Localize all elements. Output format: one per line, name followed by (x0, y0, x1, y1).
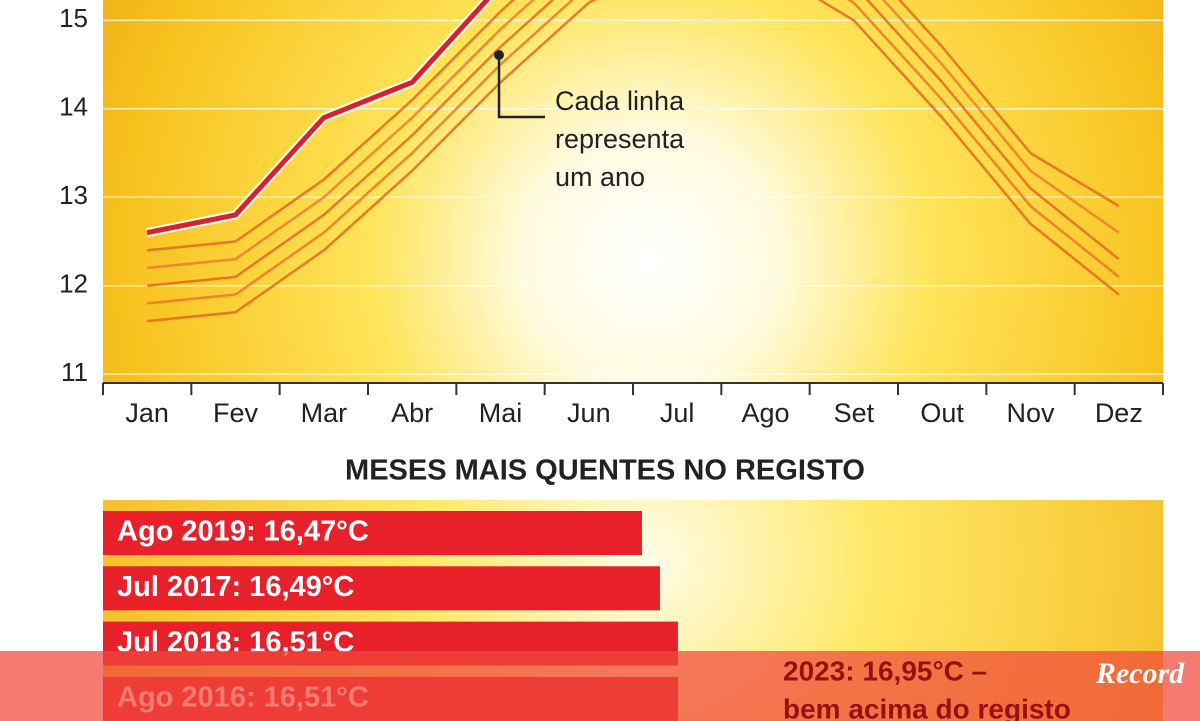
annotation: Cada linha (555, 86, 685, 116)
x-tick-label: Jun (567, 398, 611, 428)
line-chart: 11 12 13 14 15 Jan Fev Mar Abr Mai Jun Jul Ago Set Out… (59, 0, 1164, 428)
annotation: um ano (555, 162, 645, 192)
x-tick-label: Jul (660, 398, 695, 428)
series-line (147, 0, 1120, 252)
annotation-dot (494, 50, 504, 60)
banner (0, 651, 1200, 721)
annotation: 2023: 16,95°C – (783, 655, 987, 686)
annotation: bem acima do registo (783, 693, 1071, 721)
series-line (147, 0, 1120, 287)
x-tick-label: Set (834, 398, 875, 428)
x-tick-label: Abr (391, 398, 433, 428)
series-line (147, 0, 1120, 270)
bar-label: Ago 2019: 16,47°C (117, 516, 369, 548)
bar (103, 511, 642, 555)
bar-chart-title: MESES MAIS QUENTES NO REGISTO (345, 455, 865, 487)
bar-label: Jul 2017: 16,49°C (117, 571, 354, 603)
series-line (147, 0, 1120, 323)
x-tick-label: Mar (301, 398, 348, 428)
series-line (147, 0, 1120, 305)
annotation: representa (555, 124, 685, 154)
annotation-leader (497, 55, 545, 119)
lines (146, 0, 1120, 323)
x-tick-label: Fev (213, 398, 259, 428)
watermark: Record (1095, 657, 1185, 690)
y-tick-label: 14 (59, 92, 88, 122)
series-line (146, 0, 491, 236)
y-tick-label: 11 (61, 357, 88, 387)
x-tick-label: Dez (1095, 398, 1143, 428)
overlay: 2023: 16,95°C – bem acima do registo Recor… (783, 655, 1185, 721)
plot-background (103, 0, 1163, 383)
x-tick-label: Jan (125, 398, 169, 428)
bar (103, 566, 660, 611)
x-tick-label: Nov (1006, 398, 1055, 428)
x-tick-label: Out (920, 398, 964, 428)
x-tick-label: Ago (741, 398, 789, 428)
y-tick-label: 15 (59, 3, 88, 33)
y-tick-label: 13 (59, 180, 88, 210)
y-tick-label: 12 (59, 269, 88, 299)
x-tick-label: Mai (479, 398, 523, 428)
